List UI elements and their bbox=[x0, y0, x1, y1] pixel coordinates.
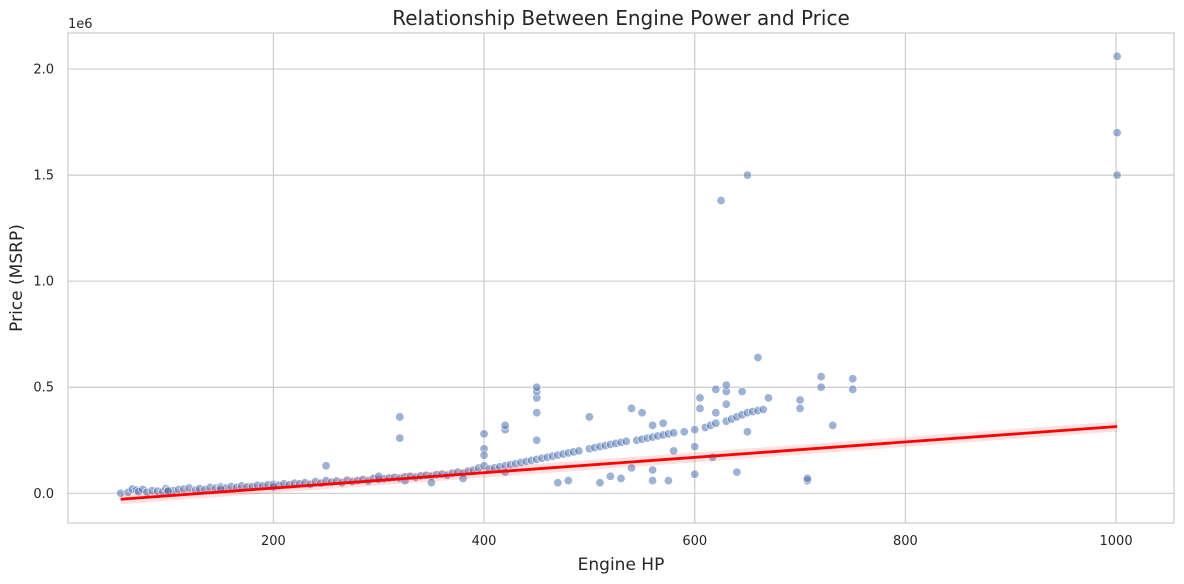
x-tick-label: 1000 bbox=[1100, 534, 1133, 549]
data-point bbox=[711, 408, 721, 418]
data-point bbox=[616, 473, 626, 483]
data-point bbox=[532, 408, 542, 418]
data-point bbox=[690, 425, 700, 435]
data-point bbox=[627, 403, 637, 413]
plot-frame bbox=[67, 32, 1175, 524]
data-point bbox=[795, 395, 805, 405]
data-point bbox=[848, 384, 858, 394]
y-tick-labels: 0.0 0.5 1.0 1.5 2.0 bbox=[33, 63, 54, 502]
data-point bbox=[605, 471, 615, 481]
chart-title: Relationship Between Engine Power and Pr… bbox=[392, 6, 850, 30]
data-point bbox=[753, 353, 763, 363]
x-tick-labels: 200 400 600 800 1000 bbox=[261, 534, 1133, 549]
data-point bbox=[711, 418, 721, 428]
data-point bbox=[742, 170, 752, 180]
x-tick-label: 800 bbox=[893, 534, 918, 549]
y-axis-title: Price (MSRP) bbox=[7, 224, 27, 332]
data-point bbox=[828, 420, 838, 430]
data-point bbox=[690, 442, 700, 452]
data-point bbox=[321, 461, 331, 471]
data-point bbox=[426, 478, 436, 488]
grid bbox=[68, 33, 1174, 523]
data-point bbox=[721, 399, 731, 409]
data-point bbox=[737, 386, 747, 396]
data-point bbox=[1112, 170, 1122, 180]
data-point bbox=[595, 478, 605, 488]
trend-line bbox=[120, 425, 1118, 501]
data-point bbox=[553, 478, 563, 488]
y-tick-label: 0.5 bbox=[33, 381, 54, 396]
x-tick-label: 400 bbox=[472, 534, 497, 549]
data-point bbox=[758, 405, 768, 415]
data-point bbox=[584, 412, 594, 422]
data-point bbox=[695, 393, 705, 403]
x-axis-title: Engine HP bbox=[578, 555, 665, 575]
data-point bbox=[532, 382, 542, 392]
data-point bbox=[721, 380, 731, 390]
data-point bbox=[532, 435, 542, 445]
trend-line-group bbox=[120, 421, 1118, 505]
data-point bbox=[637, 408, 647, 418]
y-tick-label: 1.5 bbox=[33, 169, 54, 184]
data-point bbox=[648, 420, 658, 430]
data-point bbox=[658, 418, 668, 428]
y-tick-label: 0.0 bbox=[33, 487, 54, 502]
x-tick-label: 200 bbox=[261, 534, 286, 549]
data-point bbox=[690, 469, 700, 479]
data-point bbox=[395, 412, 405, 422]
data-point bbox=[648, 465, 658, 475]
data-point bbox=[679, 427, 689, 437]
data-point bbox=[479, 429, 489, 439]
data-point bbox=[669, 428, 679, 438]
data-point bbox=[1112, 128, 1122, 138]
data-point bbox=[648, 476, 658, 486]
data-point bbox=[621, 436, 631, 446]
data-point bbox=[742, 427, 752, 437]
data-point bbox=[816, 382, 826, 392]
data-point bbox=[627, 463, 637, 473]
data-point bbox=[563, 476, 573, 486]
data-point bbox=[395, 433, 405, 443]
y-tick-label: 2.0 bbox=[33, 63, 54, 78]
data-point bbox=[816, 372, 826, 382]
x-tick-label: 600 bbox=[682, 534, 707, 549]
data-point bbox=[795, 403, 805, 413]
data-point bbox=[574, 446, 584, 456]
data-point bbox=[716, 196, 726, 206]
data-point bbox=[479, 450, 489, 460]
data-point bbox=[711, 384, 721, 394]
y-tick-label: 1.0 bbox=[33, 275, 54, 290]
y-axis-offset-label: 1e6 bbox=[68, 17, 93, 32]
data-point bbox=[663, 476, 673, 486]
data-point bbox=[500, 420, 510, 430]
data-point bbox=[732, 467, 742, 477]
data-point bbox=[763, 393, 773, 403]
data-point bbox=[669, 446, 679, 456]
data-point bbox=[848, 374, 858, 384]
data-point bbox=[802, 473, 812, 483]
data-point bbox=[1112, 51, 1122, 61]
data-point bbox=[695, 403, 705, 413]
